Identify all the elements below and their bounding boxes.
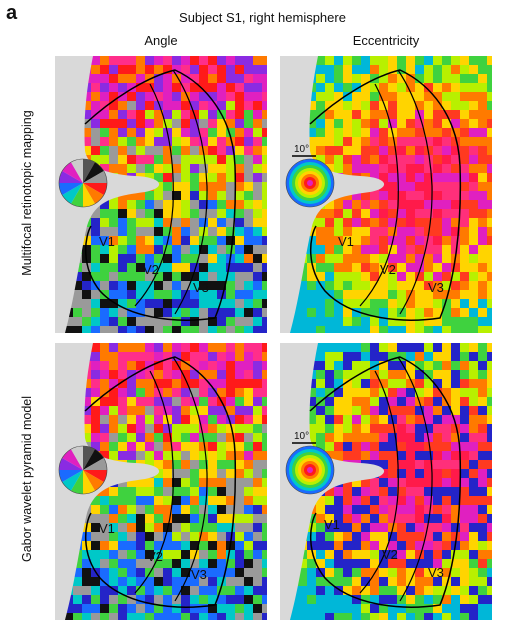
map-svg: V1 V2 V3 10°	[280, 343, 492, 620]
medial-wall	[280, 343, 385, 620]
angle-color-wheel-icon	[58, 158, 108, 208]
color-mosaic	[55, 56, 267, 333]
area-label-v2: V2	[380, 262, 396, 277]
angle-color-wheel-icon	[58, 445, 108, 495]
map-svg: V1 V2 V3 10°	[280, 56, 492, 333]
eccentricity-target-icon	[285, 158, 335, 208]
map-eccentricity-multifocal: V1 V2 V3 10°	[280, 56, 492, 333]
area-label-v2: V2	[143, 262, 159, 277]
area-label-v3: V3	[428, 565, 444, 580]
area-label-v3: V3	[428, 280, 444, 295]
medial-wall	[55, 343, 160, 620]
area-label-v2: V2	[147, 549, 163, 564]
map-svg: V1 V2 V3	[55, 56, 267, 333]
medial-wall	[280, 56, 385, 333]
scale-label: 10°	[294, 144, 309, 155]
scale-label: 10°	[294, 431, 309, 442]
area-label-v1: V1	[99, 234, 115, 249]
eccentricity-target-icon	[285, 445, 335, 495]
area-label-v1: V1	[99, 521, 115, 536]
medial-wall	[55, 56, 160, 333]
figure-title: Subject S1, right hemisphere	[179, 10, 346, 25]
panel-letter: a	[6, 2, 18, 24]
area-label-v1: V1	[338, 234, 354, 249]
map-svg: V1 V2 V3	[55, 343, 267, 620]
map-angle-gabor: V1 V2 V3	[55, 343, 267, 620]
row-label-gabor: Gabor wavelet pyramid model	[20, 395, 34, 563]
area-label-v1: V1	[324, 517, 340, 532]
area-label-v2: V2	[382, 547, 398, 562]
map-eccentricity-gabor: V1 V2 V3 10°	[280, 343, 492, 620]
row-label-multifocal: Multifocal retinotopic mapping	[20, 110, 34, 276]
column-header-eccentricity: Eccentricity	[352, 33, 420, 48]
area-label-v3: V3	[191, 567, 207, 582]
area-label-v3: V3	[193, 280, 209, 295]
column-header-angle: Angle	[144, 33, 178, 48]
map-angle-multifocal: V1 V2 V3	[55, 56, 267, 333]
